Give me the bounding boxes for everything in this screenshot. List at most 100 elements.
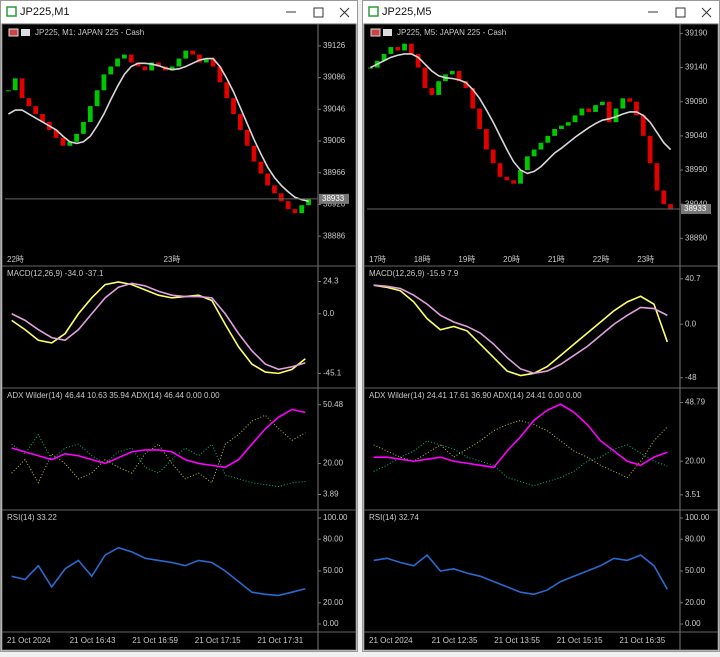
candle	[135, 62, 141, 67]
y-tick-label: 80.00	[323, 534, 344, 543]
date-label: 21 Oct 2024	[7, 636, 51, 645]
candle	[395, 47, 401, 51]
y-tick-label: 39040	[685, 131, 708, 140]
current-price-box	[319, 193, 349, 204]
candle	[497, 163, 503, 177]
candle	[408, 43, 414, 54]
y-tick-label: 3.51	[685, 490, 701, 499]
pane-header: MACD(12,26,9) -34.0 -37.1	[7, 269, 104, 278]
window-title: JP225,M1	[20, 6, 70, 18]
candle	[60, 137, 66, 146]
y-tick-label: 38890	[685, 233, 708, 242]
pane-header: MACD(12,26,9) -15.9 7.9	[369, 269, 459, 278]
candle	[149, 62, 155, 71]
candle	[579, 108, 585, 116]
close-button[interactable]	[701, 7, 712, 18]
header-icon	[370, 28, 381, 37]
candle	[33, 106, 39, 115]
y-tick-label: 20.00	[323, 459, 344, 468]
maximize-button[interactable]	[675, 7, 686, 18]
candle	[53, 129, 59, 138]
candle	[654, 163, 660, 191]
candle	[224, 82, 230, 99]
y-tick-label: 39140	[685, 63, 708, 72]
candle	[456, 70, 462, 82]
candle	[490, 149, 496, 164]
y-tick-label: 0.00	[685, 619, 701, 628]
pane-header: ADX Wilder(14) 46.44 10.63 35.94 ADX(14)…	[7, 391, 220, 400]
candle	[565, 122, 571, 126]
y-tick-label: 100.00	[685, 513, 710, 522]
candle	[237, 114, 243, 130]
candle	[634, 101, 639, 116]
y-tick-label: 38940	[685, 199, 708, 208]
candle	[292, 209, 298, 214]
candle	[586, 108, 592, 112]
time-label: 21時	[548, 255, 565, 264]
y-tick-label: 50.48	[323, 400, 344, 409]
candle	[484, 129, 489, 150]
candle	[128, 54, 134, 63]
close-button[interactable]	[339, 7, 350, 18]
date-label: 21 Oct 16:35	[619, 636, 665, 645]
indicator-line	[8, 57, 309, 203]
date-label: 21 Oct 2024	[369, 636, 413, 645]
candle	[190, 50, 195, 55]
candle	[258, 161, 264, 174]
candle	[6, 90, 11, 92]
candle	[477, 108, 482, 130]
y-tick-label: 39090	[685, 97, 708, 106]
y-tick-label: 39126	[323, 41, 346, 50]
y-tick-label: 80.00	[685, 534, 706, 543]
candle	[620, 98, 626, 109]
y-tick-label: 20.00	[685, 456, 706, 465]
chart-header: JP225, M5: JAPAN 225 - Cash	[397, 28, 506, 37]
candle	[115, 58, 120, 67]
header-icon	[383, 29, 392, 36]
time-label: 18時	[414, 255, 431, 264]
candle	[613, 108, 619, 123]
time-label: 23時	[637, 255, 654, 264]
y-tick-label: 0.0	[685, 319, 697, 328]
indicator-line	[373, 284, 668, 375]
candle	[272, 185, 277, 194]
chart-header: JP225, M1: JAPAN 225 - Cash	[35, 28, 144, 37]
y-tick-label: 38926	[323, 200, 346, 209]
y-tick-label: 40.7	[685, 274, 701, 283]
current-price-label: 38933	[684, 204, 707, 213]
candle	[511, 180, 517, 184]
candle	[538, 142, 544, 150]
date-label: 21 Oct 13:55	[494, 636, 540, 645]
candle	[244, 129, 250, 146]
app-icon	[6, 6, 17, 17]
header-icon	[21, 29, 30, 36]
candle	[278, 193, 284, 202]
candle	[470, 88, 476, 109]
candle	[251, 145, 257, 162]
date-label: 21 Oct 12:35	[432, 636, 478, 645]
maximize-button[interactable]	[313, 7, 324, 18]
candle	[122, 54, 127, 59]
candle	[19, 78, 25, 99]
time-label: 17時	[369, 255, 386, 264]
date-label: 21 Oct 16:43	[70, 636, 116, 645]
candle	[101, 74, 107, 91]
indicator-line	[11, 546, 306, 597]
pane-header: RSI(14) 33.22	[7, 513, 57, 522]
indicator-line	[373, 553, 669, 596]
candle	[388, 47, 394, 54]
y-tick-label: 24.3	[323, 277, 339, 286]
y-tick-label: 38886	[323, 231, 346, 240]
candle	[668, 204, 673, 209]
candle	[559, 125, 564, 130]
window-title: JP225,M5	[382, 6, 432, 18]
candle	[572, 115, 578, 123]
candle	[504, 176, 510, 181]
y-tick-label: 0.0	[323, 309, 335, 318]
y-tick-label: 20.00	[323, 598, 344, 607]
candle	[429, 88, 435, 95]
candle	[142, 66, 148, 71]
current-price-box	[681, 203, 711, 214]
y-tick-label: 39006	[323, 136, 346, 145]
